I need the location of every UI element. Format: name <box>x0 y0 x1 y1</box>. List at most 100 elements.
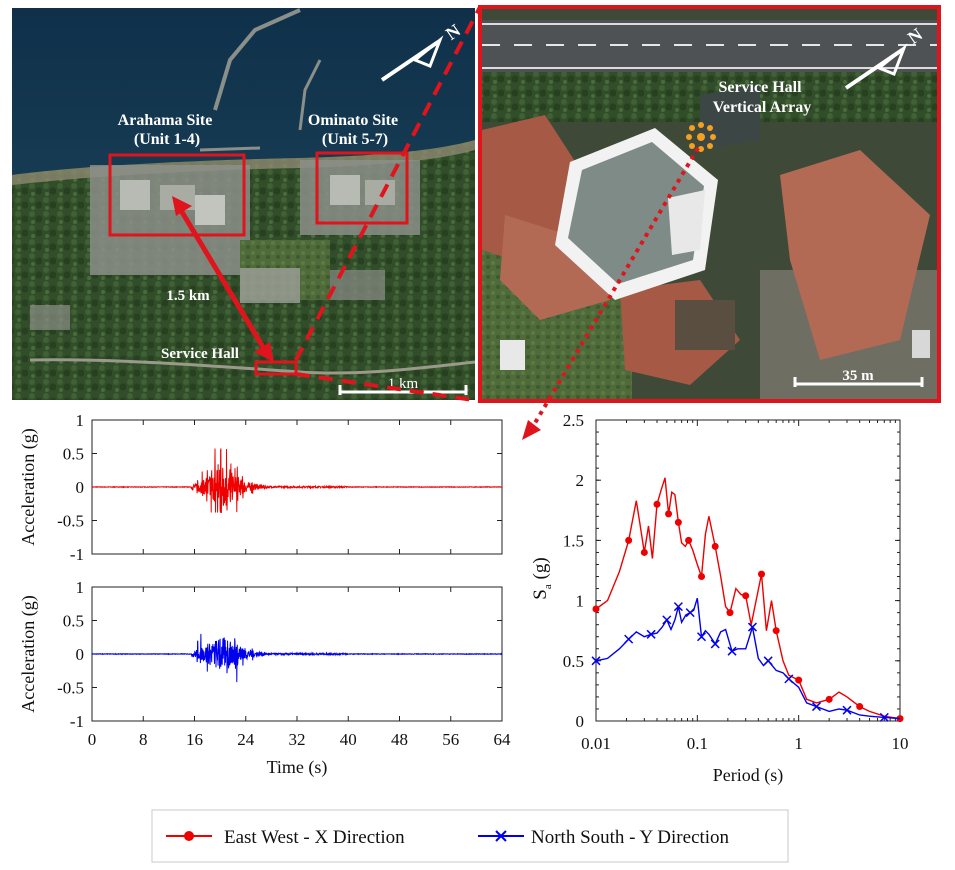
inset-aerial: Service Hall Vertical Array 35 m N <box>482 8 938 400</box>
inset-scale-label: 35 m <box>842 368 874 384</box>
reactor-building <box>120 180 150 210</box>
y-tick-label: 0 <box>576 712 585 731</box>
reactor-building <box>365 180 395 205</box>
vertical-array-marker-icon <box>686 122 716 152</box>
y-tick-label: 0 <box>76 478 85 497</box>
y-axis-label-unit: (g) <box>530 557 551 584</box>
ns-point-stroke <box>747 622 757 632</box>
breakwater <box>298 59 322 131</box>
ns-spectrum-point <box>747 622 757 632</box>
ns-spectrum-point <box>710 639 720 649</box>
x-tick-label: 16 <box>186 730 203 749</box>
ns-point-stroke <box>842 705 852 715</box>
road <box>29 358 475 375</box>
distance-label: 1.5 km <box>166 288 210 304</box>
inset-border <box>478 5 941 403</box>
arahama-site-label-line1: Arahama Site <box>118 112 213 129</box>
breakwater <box>213 8 301 111</box>
ns-spectrum-point <box>727 646 737 656</box>
signal-line <box>91 633 503 683</box>
zoom-connector <box>294 6 482 361</box>
x-tick-label: 32 <box>289 730 306 749</box>
ns-point-stroke <box>673 602 683 612</box>
y-tick-label: 0.5 <box>63 612 84 631</box>
ew-spectrum-point <box>758 570 766 578</box>
arahama-site-box <box>108 153 246 237</box>
vertical-array-label-line2: Vertical Array <box>713 99 811 116</box>
plot-area <box>595 419 901 722</box>
roof <box>780 150 930 360</box>
breakwater <box>199 146 261 152</box>
plant-area <box>90 165 250 275</box>
ns-point-stroke <box>811 702 822 712</box>
ns-spectrum-line <box>595 597 901 720</box>
ns-spectrum-point <box>673 602 683 612</box>
response-spectrum-chart: 0 0.5 1 1.5 2 2.5 0.01 0.1 1 10 Period (s) Sa (g) <box>530 411 909 786</box>
arahama-site-label-line2: (Unit 1-4) <box>134 131 200 148</box>
ns-point-stroke <box>696 632 707 642</box>
y-tick-label: -1 <box>70 545 84 564</box>
ns-point-stroke <box>763 656 773 666</box>
vertical-array-label-line1: Service Hall <box>718 79 802 96</box>
y-tick-label: 0.5 <box>63 445 84 464</box>
x-tick-label: 24 <box>237 730 255 749</box>
x-tick-label: 56 <box>442 730 459 749</box>
ominato-site-box <box>315 151 409 225</box>
ns-spectrum-point <box>696 632 707 642</box>
ew-spectrum-point <box>625 536 633 544</box>
arrowhead <box>254 342 274 362</box>
legend: East West - X Direction North South - Y … <box>151 809 789 863</box>
ew-spectrum-point <box>665 510 673 518</box>
legend-ns-marker <box>495 830 507 842</box>
ns-spectrum-point <box>662 615 672 625</box>
ns-point-stroke <box>646 629 656 639</box>
y-tick-label: 2.5 <box>563 411 584 430</box>
ew-spectrum-point <box>711 542 719 550</box>
arrowhead <box>522 420 541 440</box>
distance-arrow <box>179 210 269 354</box>
ew-spectrum-point <box>674 518 682 526</box>
x-tick-label: 64 <box>494 730 512 749</box>
ew-spectrum-point <box>685 536 693 544</box>
ew-spectrum-point <box>742 592 750 600</box>
arrowhead <box>172 196 192 216</box>
ns-point-stroke <box>591 656 601 666</box>
legend-box <box>151 809 789 863</box>
ew-spectrum-point <box>698 573 706 581</box>
ns-spectrum-point <box>763 656 773 666</box>
ns-point-stroke <box>662 615 672 625</box>
array-to-chart-arrow <box>530 146 700 430</box>
vehicle <box>912 330 930 358</box>
facility <box>330 270 385 300</box>
vehicle <box>500 340 525 370</box>
x-axis-label: Period (s) <box>713 765 784 786</box>
ns-spectrum-point <box>685 608 695 618</box>
facility <box>240 268 300 303</box>
legend-ew-label: East West - X Direction <box>224 827 405 848</box>
x-tick-label: 40 <box>340 730 357 749</box>
ew-time-history-chart: 1 0.5 0 -0.5 -1 Acceleration (g) <box>18 411 503 564</box>
service-hall-box <box>254 360 298 376</box>
solar-panel <box>700 85 760 150</box>
y-tick-label: 1 <box>76 411 85 430</box>
ew-spectrum-point <box>856 703 864 711</box>
vertical-array-label: Service Hall Vertical Array <box>713 79 811 116</box>
ns-spectrum-point <box>842 705 852 715</box>
ns-point-stroke <box>710 639 720 649</box>
inset-scale-bar: 35 m <box>793 368 924 387</box>
y-axis-label-sub: a <box>542 584 554 589</box>
ns-spectrum-point <box>646 629 656 639</box>
reactor-building <box>195 195 225 225</box>
y-tick-label: 1.5 <box>563 531 584 550</box>
ew-spectrum-point <box>726 609 734 617</box>
y-axis-label: Acceleration (g) <box>18 428 39 545</box>
legend-ew-marker <box>184 831 194 841</box>
signal-line <box>91 448 503 513</box>
x-tick-label: 1 <box>794 734 803 753</box>
legend-ns-label: North South - Y Direction <box>531 827 730 848</box>
hexagon-roof <box>568 142 704 284</box>
facility <box>30 305 70 330</box>
x-tick-label: 10 <box>892 734 909 753</box>
ns-time-history-chart: 10.50-0.5-10 8 16 24 32 40 48 56 64Acceleration … <box>18 578 511 778</box>
